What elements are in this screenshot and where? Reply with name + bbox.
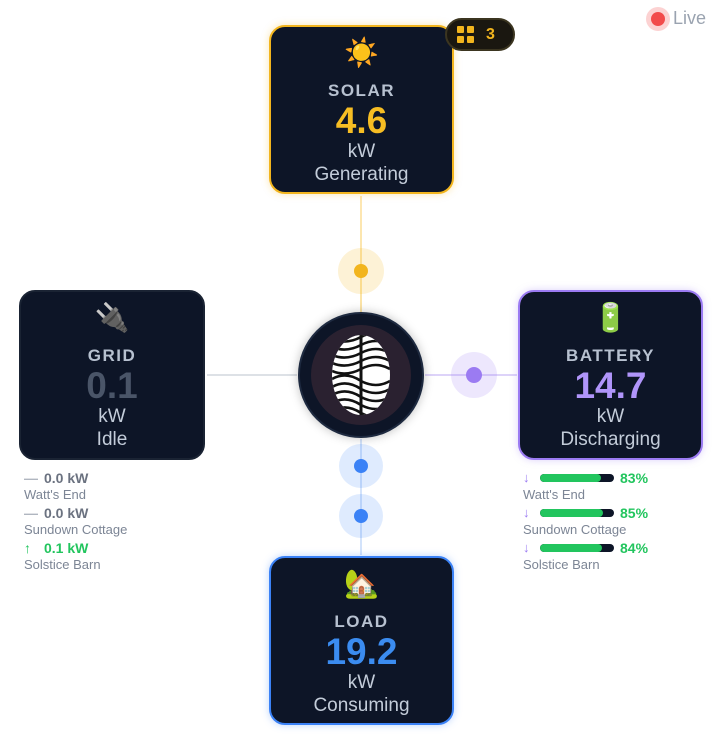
solar-unit: kW (347, 141, 376, 162)
battery-level-fill (540, 544, 603, 552)
battery-level-fill (540, 509, 603, 517)
plug-icon: 🔌 (94, 302, 130, 333)
live-dot-icon (651, 11, 665, 26)
battery-value: 14.7 (574, 365, 647, 406)
grid-site-row: — 0.0 kW Sundown Cottage (24, 504, 127, 539)
battery-level-bar (540, 474, 614, 482)
sun-icon: ☀️ (344, 37, 379, 68)
grid-unit: kW (98, 406, 126, 427)
grid-site-name: Sundown Cottage (24, 522, 128, 537)
solar-title: SOLAR (328, 81, 395, 100)
battery-site-percent: 84% (620, 540, 649, 556)
load-value: 19.2 (325, 631, 398, 672)
battery-level-bar (540, 544, 614, 552)
idle-dash-icon: — (24, 505, 38, 521)
battery-card[interactable]: 🔋 BATTERY 14.7 kW Discharging (518, 290, 703, 460)
grid-site-value: 0.0 kW (44, 505, 89, 521)
grid-view-icon (457, 26, 474, 43)
load-card[interactable]: 🏡 LOAD 19.2 kW Consuming (269, 556, 454, 725)
grid-status: Idle (96, 429, 128, 450)
battery-status: Discharging (560, 429, 661, 450)
battery-site-row: ↓ 85% Sundown Cottage (523, 504, 648, 539)
load-title: LOAD (334, 612, 389, 631)
grid-site-value: 0.0 kW (44, 470, 89, 486)
load-flow-dot-2 (354, 509, 368, 523)
grid-site-name: Watt's End (24, 487, 86, 502)
house-icon: 🏡 (344, 568, 379, 599)
load-flow-dot-1 (354, 459, 368, 473)
battery-site-percent: 85% (620, 505, 649, 521)
panel-count-badge[interactable]: 3 (445, 18, 515, 51)
load-unit: kW (347, 672, 376, 693)
arrow-down-icon: ↓ (523, 540, 530, 555)
grid-site-row: — 0.0 kW Watt's End (24, 469, 127, 504)
battery-level-bar (540, 509, 614, 517)
load-connector (360, 439, 362, 555)
grid-connector (207, 374, 297, 376)
battery-icon: 🔋 (593, 302, 628, 333)
solar-connector (360, 196, 362, 312)
grid-site-name: Solstice Barn (24, 557, 101, 572)
battery-site-name: Solstice Barn (523, 557, 600, 572)
arrow-down-icon: ↓ (523, 505, 530, 520)
battery-site-name: Watt's End (523, 487, 585, 502)
panel-count: 3 (486, 25, 495, 43)
battery-level-fill (540, 474, 602, 482)
hub[interactable] (298, 312, 424, 438)
load-status: Consuming (313, 695, 410, 716)
battery-site-name: Sundown Cottage (523, 522, 627, 537)
solar-status: Generating (314, 164, 409, 185)
battery-title: BATTERY (566, 346, 655, 365)
hub-pattern-icon (311, 325, 411, 425)
grid-title: GRID (87, 346, 137, 365)
arrow-down-icon: ↓ (523, 470, 530, 485)
battery-sites-list: ↓ 83% Watt's End ↓ 85% Sundown Cottage ↓ 84… (523, 469, 648, 574)
grid-sites-list: — 0.0 kW Watt's End — 0.0 kW Sundown Cotta… (24, 469, 127, 574)
battery-unit: kW (596, 406, 625, 427)
solar-value: 4.6 (335, 100, 388, 141)
grid-site-row: ↑ 0.1 kW Solstice Barn (24, 539, 127, 574)
live-indicator: Live (651, 8, 706, 29)
battery-site-row: ↓ 83% Watt's End (523, 469, 648, 504)
arrow-up-icon: ↑ (24, 540, 31, 556)
solar-flow-dot (354, 264, 368, 278)
grid-card[interactable]: 🔌 GRID 0.1 kW Idle (19, 290, 205, 460)
battery-site-percent: 83% (620, 470, 649, 486)
idle-dash-icon: — (24, 470, 38, 486)
solar-card[interactable]: ☀️ SOLAR 4.6 kW Generating (269, 25, 454, 194)
live-label: Live (673, 8, 707, 28)
battery-flow-dot (466, 367, 482, 383)
grid-site-value: 0.1 kW (44, 540, 89, 556)
grid-value: 0.1 (86, 365, 138, 406)
battery-site-row: ↓ 84% Solstice Barn (523, 539, 648, 574)
